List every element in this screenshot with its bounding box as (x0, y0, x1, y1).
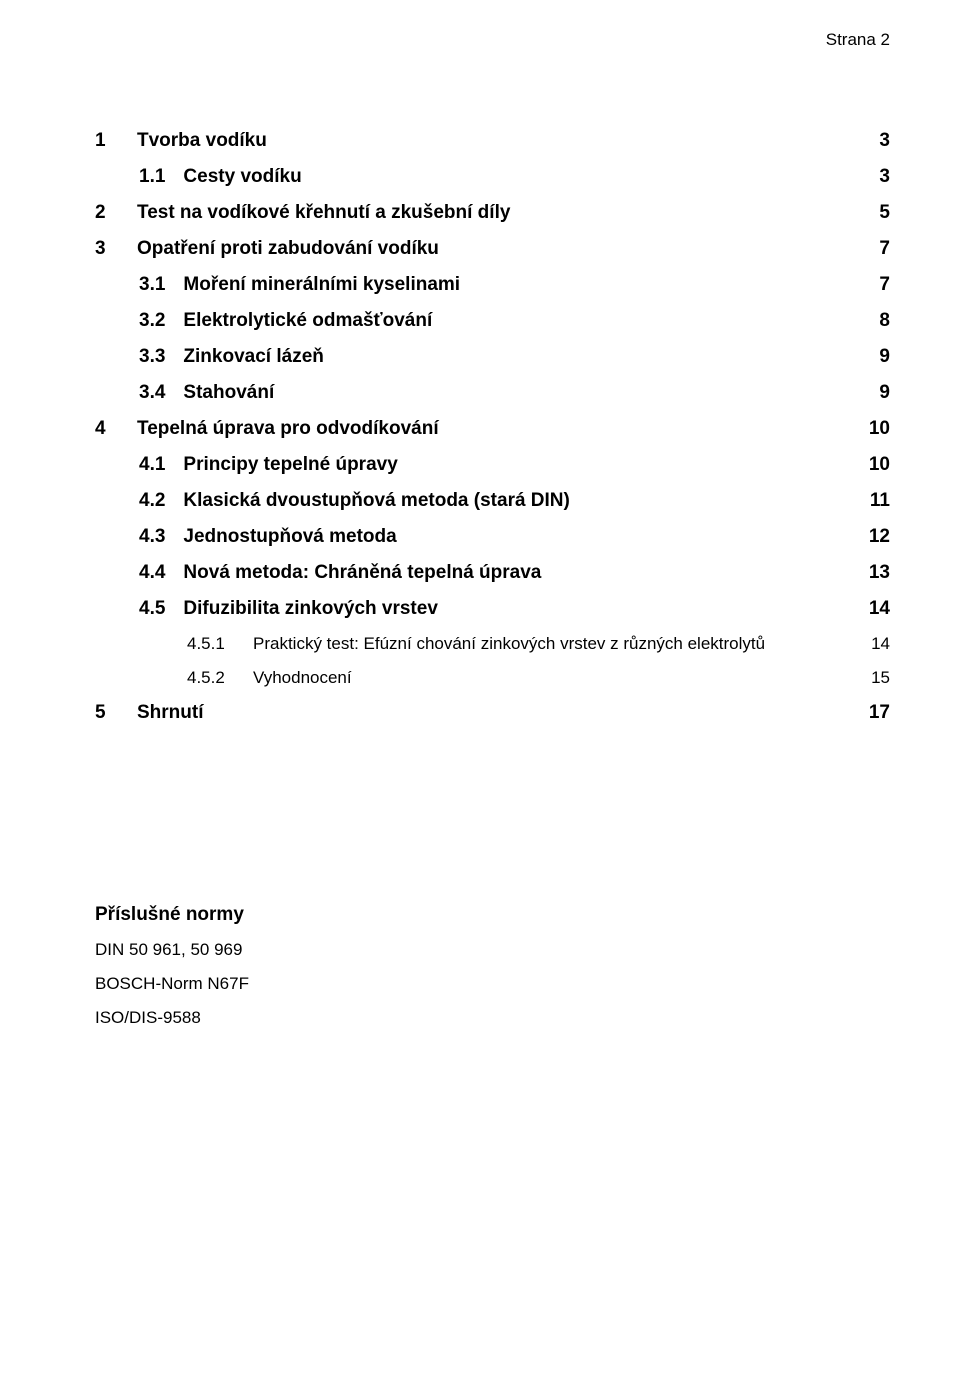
toc-number: 3.4 (139, 382, 165, 404)
toc-title: Opatření proti zabudování vodíku (137, 238, 860, 260)
toc-page: 17 (860, 702, 890, 724)
toc-number: 4.4 (139, 562, 165, 584)
toc-entry: 4.3 Jednostupňová metoda 12 (95, 526, 890, 548)
toc-title: Principy tepelné úpravy (183, 454, 860, 476)
toc-page: 12 (860, 526, 890, 548)
toc-entry: 3.1 Moření minerálními kyselinami 7 (95, 274, 890, 296)
toc-page: 14 (860, 598, 890, 620)
toc-entry: 4.4 Nová metoda: Chráněná tepelná úprava… (95, 562, 890, 584)
appendix-title: Příslušné normy (95, 904, 890, 926)
toc-number: 3.2 (139, 310, 165, 332)
appendix-line: BOSCH-Norm N67F (95, 974, 890, 994)
toc-title: Jednostupňová metoda (183, 526, 860, 548)
toc-entry: 2 Test na vodíkové křehnutí a zkušební d… (95, 202, 890, 224)
toc-title: Vyhodnocení (253, 668, 860, 688)
toc-number: 2 (95, 202, 119, 224)
toc-title: Shrnutí (137, 702, 860, 724)
toc-number: 5 (95, 702, 119, 724)
toc-entry: 4.5.1 Praktický test: Efúzní chování zin… (95, 634, 890, 654)
table-of-contents: 1 Tvorba vodíku 3 1.1 Cesty vodíku 3 2 T… (95, 130, 890, 724)
toc-title: Klasická dvoustupňová metoda (stará DIN) (183, 490, 860, 512)
toc-number: 3 (95, 238, 119, 260)
toc-page: 15 (860, 668, 890, 688)
toc-number: 1 (95, 130, 119, 152)
toc-entry: 1 Tvorba vodíku 3 (95, 130, 890, 152)
toc-number: 4.5 (139, 598, 165, 620)
toc-entry: 4 Tepelná úprava pro odvodíkování 10 (95, 418, 890, 440)
toc-entry: 4.2 Klasická dvoustupňová metoda (stará … (95, 490, 890, 512)
toc-number: 4.2 (139, 490, 165, 512)
toc-number: 3.1 (139, 274, 165, 296)
toc-page: 8 (860, 310, 890, 332)
toc-entry: 3.3 Zinkovací lázeň 9 (95, 346, 890, 368)
toc-title: Cesty vodíku (183, 166, 860, 188)
toc-number: 4.5.2 (187, 668, 235, 688)
toc-number: 3.3 (139, 346, 165, 368)
toc-page: 9 (860, 382, 890, 404)
appendix-section: Příslušné normy DIN 50 961, 50 969 BOSCH… (95, 904, 890, 1028)
toc-title: Tepelná úprava pro odvodíkování (137, 418, 860, 440)
toc-title: Praktický test: Efúzní chování zinkových… (253, 634, 860, 654)
toc-number: 4.3 (139, 526, 165, 548)
toc-title: Difuzibilita zinkových vrstev (183, 598, 860, 620)
toc-page: 10 (860, 454, 890, 476)
toc-page: 10 (860, 418, 890, 440)
toc-title: Tvorba vodíku (137, 130, 860, 152)
toc-title: Test na vodíkové křehnutí a zkušební díl… (137, 202, 860, 224)
toc-entry: 4.5.2 Vyhodnocení 15 (95, 668, 890, 688)
toc-title: Nová metoda: Chráněná tepelná úprava (183, 562, 860, 584)
toc-page: 3 (860, 130, 890, 152)
toc-page: 3 (860, 166, 890, 188)
toc-entry: 3 Opatření proti zabudování vodíku 7 (95, 238, 890, 260)
toc-number: 1.1 (139, 166, 165, 188)
toc-entry: 3.4 Stahování 9 (95, 382, 890, 404)
toc-number: 4.5.1 (187, 634, 235, 654)
toc-number: 4.1 (139, 454, 165, 476)
toc-title: Stahování (183, 382, 860, 404)
toc-page: 11 (860, 490, 890, 512)
toc-title: Moření minerálními kyselinami (183, 274, 860, 296)
toc-page: 13 (860, 562, 890, 584)
toc-title: Elektrolytické odmašťování (183, 310, 860, 332)
toc-page: 14 (860, 634, 890, 654)
toc-page: 7 (860, 274, 890, 296)
toc-entry: 3.2 Elektrolytické odmašťování 8 (95, 310, 890, 332)
toc-page: 9 (860, 346, 890, 368)
document-page: Strana 2 1 Tvorba vodíku 3 1.1 Cesty vod… (0, 0, 960, 1387)
page-number-label: Strana 2 (826, 30, 890, 50)
toc-page: 5 (860, 202, 890, 224)
toc-entry: 4.1 Principy tepelné úpravy 10 (95, 454, 890, 476)
toc-title: Zinkovací lázeň (183, 346, 860, 368)
toc-page: 7 (860, 238, 890, 260)
appendix-line: DIN 50 961, 50 969 (95, 940, 890, 960)
appendix-line: ISO/DIS-9588 (95, 1008, 890, 1028)
toc-number: 4 (95, 418, 119, 440)
toc-entry: 1.1 Cesty vodíku 3 (95, 166, 890, 188)
toc-entry: 5 Shrnutí 17 (95, 702, 890, 724)
toc-entry: 4.5 Difuzibilita zinkových vrstev 14 (95, 598, 890, 620)
